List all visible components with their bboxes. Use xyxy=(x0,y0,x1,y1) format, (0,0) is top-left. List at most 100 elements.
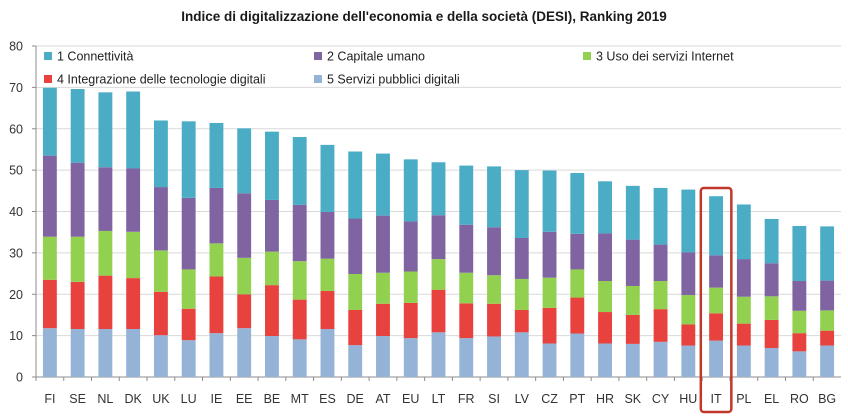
bar-segment xyxy=(181,197,196,270)
bar-segment xyxy=(681,252,696,296)
bar-segment xyxy=(403,338,418,377)
bar-segment xyxy=(792,333,807,352)
highlight-box xyxy=(699,186,733,414)
bar-segment xyxy=(403,302,418,339)
legend-label: 1 Connettività xyxy=(57,50,133,64)
bar-segment xyxy=(403,221,418,272)
x-tick-label: BE xyxy=(264,392,281,406)
bar-segment xyxy=(126,91,141,169)
bar-segment xyxy=(126,278,141,330)
bar-segment xyxy=(653,244,668,282)
bar-segment xyxy=(376,215,390,273)
bar-segment xyxy=(570,333,585,377)
bar-segment xyxy=(736,345,751,377)
legend-swatch xyxy=(44,52,52,60)
bar-segment xyxy=(487,336,501,377)
bar-segment xyxy=(153,120,168,188)
bar-segment xyxy=(70,281,85,330)
x-tick-label: SE xyxy=(69,392,86,406)
legend-label: 3 Uso dei servizi Internet xyxy=(596,50,734,64)
bar-segment xyxy=(459,165,474,225)
bar-segment xyxy=(736,323,751,346)
legend-swatch xyxy=(44,75,52,83)
y-tick-label: 0 xyxy=(16,371,23,385)
bar-segment xyxy=(209,333,224,377)
bar-segment xyxy=(376,303,390,337)
bar-segment xyxy=(820,330,835,346)
bar-segment xyxy=(709,340,724,377)
x-tick-label: DE xyxy=(347,392,364,406)
bar-segment xyxy=(431,332,446,377)
bar-segment xyxy=(681,345,696,377)
x-tick-label: LV xyxy=(515,392,530,406)
bar-segment xyxy=(292,339,307,377)
bar-segment xyxy=(598,233,612,282)
bar-segment xyxy=(70,329,85,377)
x-tick-label: EL xyxy=(764,392,779,406)
bar-segment xyxy=(320,211,335,259)
bar-segment xyxy=(542,170,557,232)
bar-segment xyxy=(431,162,446,216)
bar-segment xyxy=(126,168,141,232)
bar-segment xyxy=(265,336,279,377)
legend: 1 Connettività 2 Capitale umano 3 Uso dei … xyxy=(44,50,734,87)
bar-segment xyxy=(292,137,307,205)
bar-segment xyxy=(653,281,668,310)
y-tick-label: 70 xyxy=(9,81,23,95)
x-tick-label: ES xyxy=(319,392,336,406)
legend-label: 5 Servizi pubblici digitali xyxy=(327,73,460,87)
bar-segment xyxy=(42,87,57,156)
bar-segment xyxy=(153,187,168,251)
bar-segment xyxy=(570,233,585,270)
bar-segment xyxy=(181,121,196,198)
bar-segment xyxy=(653,341,668,377)
bar-segment xyxy=(126,231,141,279)
bar-segment xyxy=(625,285,640,315)
bar-segment xyxy=(820,345,835,377)
bar-segment xyxy=(625,185,640,240)
bar-segment xyxy=(237,193,252,258)
bar-segment xyxy=(570,269,585,298)
bar-segment xyxy=(598,312,612,344)
bar-segment xyxy=(625,314,640,344)
x-tick-label: DK xyxy=(124,392,142,406)
highlight-rect xyxy=(699,186,733,414)
bar-segment xyxy=(570,297,585,334)
bar-segment xyxy=(764,218,779,264)
bar-segment xyxy=(98,230,113,276)
bar-segment xyxy=(431,215,446,260)
bar-segment xyxy=(292,299,307,340)
bar-segment xyxy=(681,189,696,253)
bar-segment xyxy=(181,269,196,309)
bar-segment xyxy=(153,250,168,292)
bar-segment xyxy=(181,340,196,377)
x-tick-label: IE xyxy=(211,392,223,406)
bar-segment xyxy=(736,259,751,297)
bar-segment xyxy=(792,310,807,334)
bar-segment xyxy=(459,272,474,304)
bar-segment xyxy=(42,279,57,329)
bar-segment xyxy=(348,273,363,310)
bar-segment xyxy=(681,324,696,346)
bar-segment xyxy=(237,294,252,329)
x-tick-label: CZ xyxy=(541,392,558,406)
bar-segment xyxy=(514,170,529,238)
legend-label: 2 Capitale umano xyxy=(327,50,425,64)
bar-segment xyxy=(320,258,335,291)
bar-segment xyxy=(681,295,696,325)
y-tick-label: 80 xyxy=(9,40,23,54)
bar-segment xyxy=(292,261,307,300)
bar-segment xyxy=(181,308,196,341)
y-tick-label: 50 xyxy=(9,164,23,178)
legend-swatch xyxy=(583,52,591,60)
bar-segment xyxy=(403,159,418,222)
bar-segment xyxy=(598,343,612,377)
x-tick-label: PT xyxy=(569,392,585,406)
bar-segment xyxy=(42,328,57,377)
bar-segment xyxy=(736,204,751,260)
x-tick-label: EE xyxy=(236,392,253,406)
bar-segment xyxy=(709,255,724,288)
bar-segment xyxy=(459,303,474,339)
bar-segment xyxy=(237,128,252,194)
bar-segment xyxy=(348,309,363,346)
